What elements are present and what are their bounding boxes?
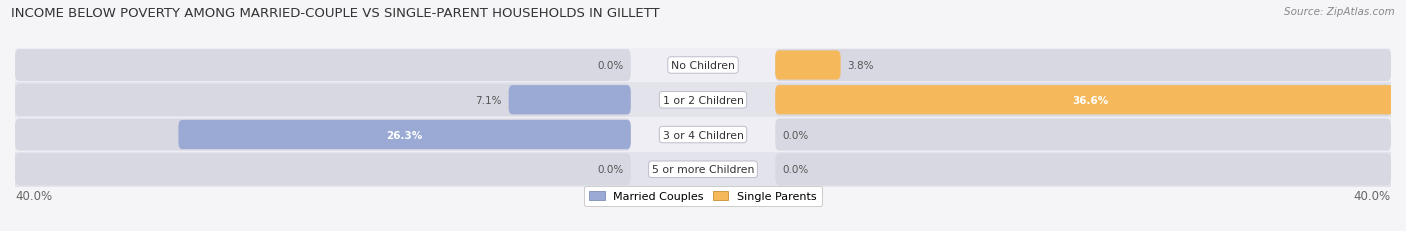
- Text: 1 or 2 Children: 1 or 2 Children: [662, 95, 744, 105]
- Text: 0.0%: 0.0%: [598, 164, 624, 174]
- FancyBboxPatch shape: [775, 154, 1391, 185]
- Text: 3.8%: 3.8%: [848, 61, 875, 71]
- FancyBboxPatch shape: [775, 51, 841, 80]
- Text: 7.1%: 7.1%: [475, 95, 502, 105]
- Text: 0.0%: 0.0%: [782, 130, 808, 140]
- FancyBboxPatch shape: [15, 50, 631, 82]
- FancyBboxPatch shape: [15, 154, 631, 185]
- Text: 5 or more Children: 5 or more Children: [652, 164, 754, 174]
- FancyBboxPatch shape: [179, 120, 631, 149]
- Text: 36.6%: 36.6%: [1071, 95, 1108, 105]
- Text: INCOME BELOW POVERTY AMONG MARRIED-COUPLE VS SINGLE-PARENT HOUSEHOLDS IN GILLETT: INCOME BELOW POVERTY AMONG MARRIED-COUPL…: [11, 7, 659, 20]
- Text: Source: ZipAtlas.com: Source: ZipAtlas.com: [1284, 7, 1395, 17]
- Text: 0.0%: 0.0%: [598, 61, 624, 71]
- FancyBboxPatch shape: [775, 119, 1391, 151]
- FancyBboxPatch shape: [15, 119, 631, 151]
- FancyBboxPatch shape: [775, 86, 1405, 115]
- Bar: [15, 83, 1391, 118]
- Legend: Married Couples, Single Parents: Married Couples, Single Parents: [583, 186, 823, 207]
- FancyBboxPatch shape: [15, 84, 631, 116]
- FancyBboxPatch shape: [509, 86, 631, 115]
- Text: 40.0%: 40.0%: [15, 190, 52, 203]
- Text: 40.0%: 40.0%: [1354, 190, 1391, 203]
- Text: 26.3%: 26.3%: [387, 130, 423, 140]
- Bar: [15, 118, 1391, 152]
- Text: 0.0%: 0.0%: [782, 164, 808, 174]
- FancyBboxPatch shape: [775, 84, 1391, 116]
- FancyBboxPatch shape: [775, 50, 1391, 82]
- Bar: [15, 49, 1391, 83]
- Bar: [15, 152, 1391, 187]
- Text: 3 or 4 Children: 3 or 4 Children: [662, 130, 744, 140]
- Text: No Children: No Children: [671, 61, 735, 71]
